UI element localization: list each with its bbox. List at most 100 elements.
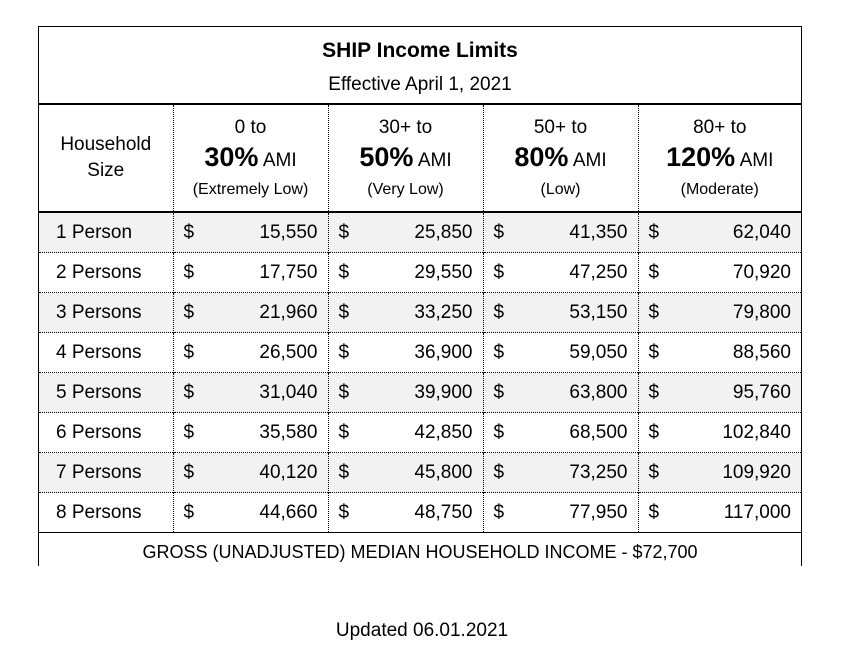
- household-size-cell: 4 Persons: [39, 332, 173, 373]
- currency-symbol: $: [493, 261, 505, 283]
- household-header-line2: Size: [87, 160, 125, 181]
- income-limit-cell: $48,750: [327, 492, 483, 533]
- income-limit-value: 44,660: [259, 501, 318, 523]
- effective-date: Effective April 1, 2021: [328, 74, 512, 95]
- band-description: (Moderate): [680, 180, 759, 198]
- currency-symbol: $: [338, 261, 350, 283]
- currency-symbol: $: [648, 341, 660, 363]
- income-limits-table: Household Size 0 to 30% AMI (Extremely L…: [39, 105, 801, 571]
- band-percent: 50%: [359, 141, 414, 172]
- income-limit-value: 15,550: [259, 221, 318, 243]
- income-limit-cell: $95,760: [637, 372, 801, 413]
- currency-symbol: $: [493, 421, 505, 443]
- band-ami: AMI: [739, 149, 774, 171]
- income-limit-cell: $59,050: [482, 332, 638, 373]
- income-limit-value: 79,800: [732, 301, 791, 323]
- income-limit-cell: $62,040: [637, 212, 801, 253]
- income-limit-value: 70,920: [732, 261, 791, 283]
- income-limit-cell: $102,840: [637, 412, 801, 453]
- income-limit-cell: $17,750: [172, 252, 328, 293]
- income-limit-value: 36,900: [414, 341, 473, 363]
- currency-symbol: $: [648, 301, 660, 323]
- band-range: 80+ to: [693, 116, 747, 138]
- income-limit-cell: $68,500: [482, 412, 638, 453]
- income-limit-cell: $45,800: [327, 452, 483, 493]
- income-limit-cell: $15,550: [172, 212, 328, 253]
- income-limit-value: 33,250: [414, 301, 473, 323]
- income-limit-value: 35,580: [259, 421, 318, 443]
- income-limit-value: 21,960: [259, 301, 318, 323]
- income-limit-cell: $40,120: [172, 452, 328, 493]
- currency-symbol: $: [648, 381, 660, 403]
- income-limit-cell: $31,040: [172, 372, 328, 413]
- currency-symbol: $: [493, 301, 505, 323]
- currency-symbol: $: [338, 421, 350, 443]
- currency-symbol: $: [338, 301, 350, 323]
- currency-symbol: $: [338, 221, 350, 243]
- table-row: 5 Persons $31,040 $39,900 $63,800 $95,760: [39, 372, 801, 413]
- band-ami: AMI: [417, 149, 452, 171]
- band-range: 50+ to: [533, 116, 588, 138]
- band-percent: 30%: [204, 141, 259, 172]
- income-limit-value: 53,150: [569, 301, 628, 323]
- band-percent: 120%: [666, 141, 736, 172]
- income-limit-value: 102,840: [722, 421, 791, 443]
- income-limit-value: 42,850: [414, 421, 473, 443]
- income-limit-cell: $42,850: [327, 412, 483, 453]
- band-ami: AMI: [262, 149, 297, 171]
- table-row: 2 Persons $17,750 $29,550 $47,250 $70,920: [39, 252, 801, 293]
- band-description: (Extremely Low): [192, 180, 309, 198]
- table-row: 1 Person $15,550 $25,850 $41,350 $62,040: [39, 212, 801, 253]
- income-limit-value: 47,250: [569, 261, 628, 283]
- band-ami: AMI: [572, 149, 607, 171]
- household-size-cell: 3 Persons: [39, 292, 173, 333]
- income-limit-value: 25,850: [414, 221, 473, 243]
- currency-symbol: $: [338, 341, 350, 363]
- household-size-header: Household Size: [39, 105, 173, 213]
- income-limit-value: 59,050: [569, 341, 628, 363]
- income-limit-value: 68,500: [569, 421, 628, 443]
- currency-symbol: $: [493, 381, 505, 403]
- income-limit-value: 39,900: [414, 381, 473, 403]
- title-block: SHIP Income Limits Effective April 1, 20…: [39, 27, 801, 105]
- income-limit-cell: $44,660: [172, 492, 328, 533]
- income-limit-value: 17,750: [259, 261, 318, 283]
- band-description: (Low): [540, 180, 581, 198]
- currency-symbol: $: [493, 221, 505, 243]
- income-limit-cell: $79,800: [637, 292, 801, 333]
- currency-symbol: $: [648, 261, 660, 283]
- income-limit-cell: $77,950: [482, 492, 638, 533]
- income-limit-cell: $33,250: [327, 292, 483, 333]
- header-row: Household Size 0 to 30% AMI (Extremely L…: [39, 105, 801, 213]
- income-limit-cell: $25,850: [327, 212, 483, 253]
- table-row: 6 Persons $35,580 $42,850 $68,500 $102,840: [39, 412, 801, 453]
- income-limit-value: 95,760: [732, 381, 791, 403]
- income-limit-value: 77,950: [569, 501, 628, 523]
- currency-symbol: $: [648, 421, 660, 443]
- currency-symbol: $: [338, 461, 350, 483]
- income-limit-value: 26,500: [259, 341, 318, 363]
- currency-symbol: $: [183, 461, 195, 483]
- household-size-cell: 8 Persons: [39, 492, 173, 533]
- band-range: 30+ to: [378, 116, 433, 138]
- income-limit-value: 48,750: [414, 501, 473, 523]
- currency-symbol: $: [493, 461, 505, 483]
- income-limit-value: 29,550: [414, 261, 473, 283]
- income-limit-value: 41,350: [569, 221, 628, 243]
- income-limit-cell: $47,250: [482, 252, 638, 293]
- ami-120-header: 80+ to 120% AMI (Moderate): [637, 105, 801, 213]
- income-limit-value: 73,250: [569, 461, 628, 483]
- income-limit-cell: $41,350: [482, 212, 638, 253]
- table-row: 4 Persons $26,500 $36,900 $59,050 $88,560: [39, 332, 801, 373]
- income-limit-cell: $36,900: [327, 332, 483, 373]
- income-limit-value: 31,040: [259, 381, 318, 403]
- ami-30-header: 0 to 30% AMI (Extremely Low): [172, 105, 328, 213]
- income-limit-cell: $21,960: [172, 292, 328, 333]
- table-row: 7 Persons $40,120 $45,800 $73,250 $109,920: [39, 452, 801, 493]
- currency-symbol: $: [183, 221, 195, 243]
- median-income-note: GROSS (UNADJUSTED) MEDIAN HOUSEHOLD INCO…: [39, 532, 801, 571]
- household-size-cell: 1 Person: [39, 212, 173, 253]
- currency-symbol: $: [648, 461, 660, 483]
- table-body: 1 Person $15,550 $25,850 $41,350 $62,040 2 Pe…: [39, 212, 801, 533]
- currency-symbol: $: [183, 301, 195, 323]
